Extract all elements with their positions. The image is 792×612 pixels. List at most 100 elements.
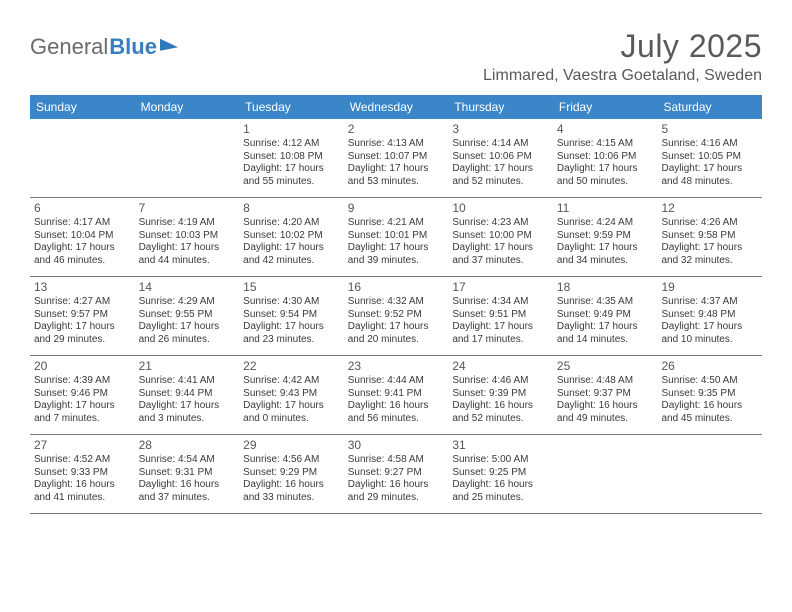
week-row: 20Sunrise: 4:39 AMSunset: 9:46 PMDayligh…: [30, 355, 762, 434]
sunset-line: Sunset: 9:37 PM: [557, 388, 654, 401]
dow-cell: Sunday: [30, 95, 135, 119]
day1-line: Daylight: 17 hours: [243, 400, 340, 413]
sunset-line: Sunset: 9:41 PM: [348, 388, 445, 401]
day2-line: and 41 minutes.: [34, 492, 131, 505]
day1-line: Daylight: 16 hours: [139, 479, 236, 492]
sunset-line: Sunset: 9:39 PM: [452, 388, 549, 401]
sunset-line: Sunset: 9:46 PM: [34, 388, 131, 401]
sunset-line: Sunset: 9:58 PM: [661, 230, 758, 243]
day-number: 4: [557, 122, 654, 137]
day-number: 5: [661, 122, 758, 137]
sunrise-line: Sunrise: 4:19 AM: [139, 217, 236, 230]
sunset-line: Sunset: 9:35 PM: [661, 388, 758, 401]
day-cell: 14Sunrise: 4:29 AMSunset: 9:55 PMDayligh…: [135, 277, 240, 355]
sunset-line: Sunset: 9:59 PM: [557, 230, 654, 243]
day-cell-empty: [553, 435, 658, 513]
day-number: 29: [243, 438, 340, 453]
day2-line: and 49 minutes.: [557, 413, 654, 426]
day-cell: 30Sunrise: 4:58 AMSunset: 9:27 PMDayligh…: [344, 435, 449, 513]
day-cell: 21Sunrise: 4:41 AMSunset: 9:44 PMDayligh…: [135, 356, 240, 434]
day-number: 15: [243, 280, 340, 295]
day-number: 8: [243, 201, 340, 216]
day1-line: Daylight: 17 hours: [243, 163, 340, 176]
day-cell: 18Sunrise: 4:35 AMSunset: 9:49 PMDayligh…: [553, 277, 658, 355]
day2-line: and 20 minutes.: [348, 334, 445, 347]
day-cell: 25Sunrise: 4:48 AMSunset: 9:37 PMDayligh…: [553, 356, 658, 434]
day-number: 23: [348, 359, 445, 374]
day-number: 11: [557, 201, 654, 216]
day-cell: 29Sunrise: 4:56 AMSunset: 9:29 PMDayligh…: [239, 435, 344, 513]
day-number: 18: [557, 280, 654, 295]
day-cell: 22Sunrise: 4:42 AMSunset: 9:43 PMDayligh…: [239, 356, 344, 434]
sunset-line: Sunset: 9:52 PM: [348, 309, 445, 322]
day1-line: Daylight: 17 hours: [139, 242, 236, 255]
sunset-line: Sunset: 10:02 PM: [243, 230, 340, 243]
day-cell-empty: [30, 119, 135, 197]
day1-line: Daylight: 17 hours: [34, 242, 131, 255]
day1-line: Daylight: 17 hours: [661, 321, 758, 334]
day2-line: and 33 minutes.: [243, 492, 340, 505]
day1-line: Daylight: 16 hours: [348, 400, 445, 413]
sunset-line: Sunset: 10:01 PM: [348, 230, 445, 243]
day2-line: and 45 minutes.: [661, 413, 758, 426]
sunrise-line: Sunrise: 4:30 AM: [243, 296, 340, 309]
day-cell: 24Sunrise: 4:46 AMSunset: 9:39 PMDayligh…: [448, 356, 553, 434]
day2-line: and 55 minutes.: [243, 176, 340, 189]
day2-line: and 23 minutes.: [243, 334, 340, 347]
day-number: 12: [661, 201, 758, 216]
sunrise-line: Sunrise: 4:50 AM: [661, 375, 758, 388]
sunrise-line: Sunrise: 4:23 AM: [452, 217, 549, 230]
day-cell: 26Sunrise: 4:50 AMSunset: 9:35 PMDayligh…: [657, 356, 762, 434]
day1-line: Daylight: 17 hours: [348, 321, 445, 334]
dow-cell: Monday: [135, 95, 240, 119]
day1-line: Daylight: 17 hours: [557, 321, 654, 334]
sunrise-line: Sunrise: 4:37 AM: [661, 296, 758, 309]
day1-line: Daylight: 17 hours: [557, 163, 654, 176]
day-number: 2: [348, 122, 445, 137]
day2-line: and 37 minutes.: [139, 492, 236, 505]
day-cell-empty: [657, 435, 762, 513]
day-cell: 7Sunrise: 4:19 AMSunset: 10:03 PMDayligh…: [135, 198, 240, 276]
brand-part2: Blue: [109, 34, 157, 60]
day1-line: Daylight: 17 hours: [139, 321, 236, 334]
day-cell: 8Sunrise: 4:20 AMSunset: 10:02 PMDayligh…: [239, 198, 344, 276]
sunset-line: Sunset: 9:48 PM: [661, 309, 758, 322]
day-number: 6: [34, 201, 131, 216]
day-number: 30: [348, 438, 445, 453]
day-number: 27: [34, 438, 131, 453]
day1-line: Daylight: 17 hours: [243, 242, 340, 255]
day2-line: and 3 minutes.: [139, 413, 236, 426]
day-number: 21: [139, 359, 236, 374]
week-row: 13Sunrise: 4:27 AMSunset: 9:57 PMDayligh…: [30, 276, 762, 355]
day2-line: and 44 minutes.: [139, 255, 236, 268]
day-cell: 9Sunrise: 4:21 AMSunset: 10:01 PMDayligh…: [344, 198, 449, 276]
day-cell: 6Sunrise: 4:17 AMSunset: 10:04 PMDayligh…: [30, 198, 135, 276]
dow-cell: Wednesday: [344, 95, 449, 119]
day1-line: Daylight: 16 hours: [452, 400, 549, 413]
sunset-line: Sunset: 10:07 PM: [348, 151, 445, 164]
day2-line: and 29 minutes.: [348, 492, 445, 505]
day2-line: and 42 minutes.: [243, 255, 340, 268]
day-cell: 1Sunrise: 4:12 AMSunset: 10:08 PMDayligh…: [239, 119, 344, 197]
sunrise-line: Sunrise: 5:00 AM: [452, 454, 549, 467]
day1-line: Daylight: 17 hours: [452, 242, 549, 255]
sunset-line: Sunset: 10:05 PM: [661, 151, 758, 164]
day1-line: Daylight: 16 hours: [557, 400, 654, 413]
sunrise-line: Sunrise: 4:27 AM: [34, 296, 131, 309]
day1-line: Daylight: 16 hours: [452, 479, 549, 492]
day-cell: 12Sunrise: 4:26 AMSunset: 9:58 PMDayligh…: [657, 198, 762, 276]
day1-line: Daylight: 16 hours: [243, 479, 340, 492]
sunrise-line: Sunrise: 4:39 AM: [34, 375, 131, 388]
sunset-line: Sunset: 10:04 PM: [34, 230, 131, 243]
day1-line: Daylight: 17 hours: [348, 242, 445, 255]
sunrise-line: Sunrise: 4:35 AM: [557, 296, 654, 309]
sunset-line: Sunset: 9:33 PM: [34, 467, 131, 480]
day-number: 9: [348, 201, 445, 216]
week-row: 27Sunrise: 4:52 AMSunset: 9:33 PMDayligh…: [30, 434, 762, 513]
day-cell: 13Sunrise: 4:27 AMSunset: 9:57 PMDayligh…: [30, 277, 135, 355]
sunrise-line: Sunrise: 4:29 AM: [139, 296, 236, 309]
day-number: 10: [452, 201, 549, 216]
day2-line: and 10 minutes.: [661, 334, 758, 347]
day2-line: and 50 minutes.: [557, 176, 654, 189]
sunset-line: Sunset: 10:03 PM: [139, 230, 236, 243]
